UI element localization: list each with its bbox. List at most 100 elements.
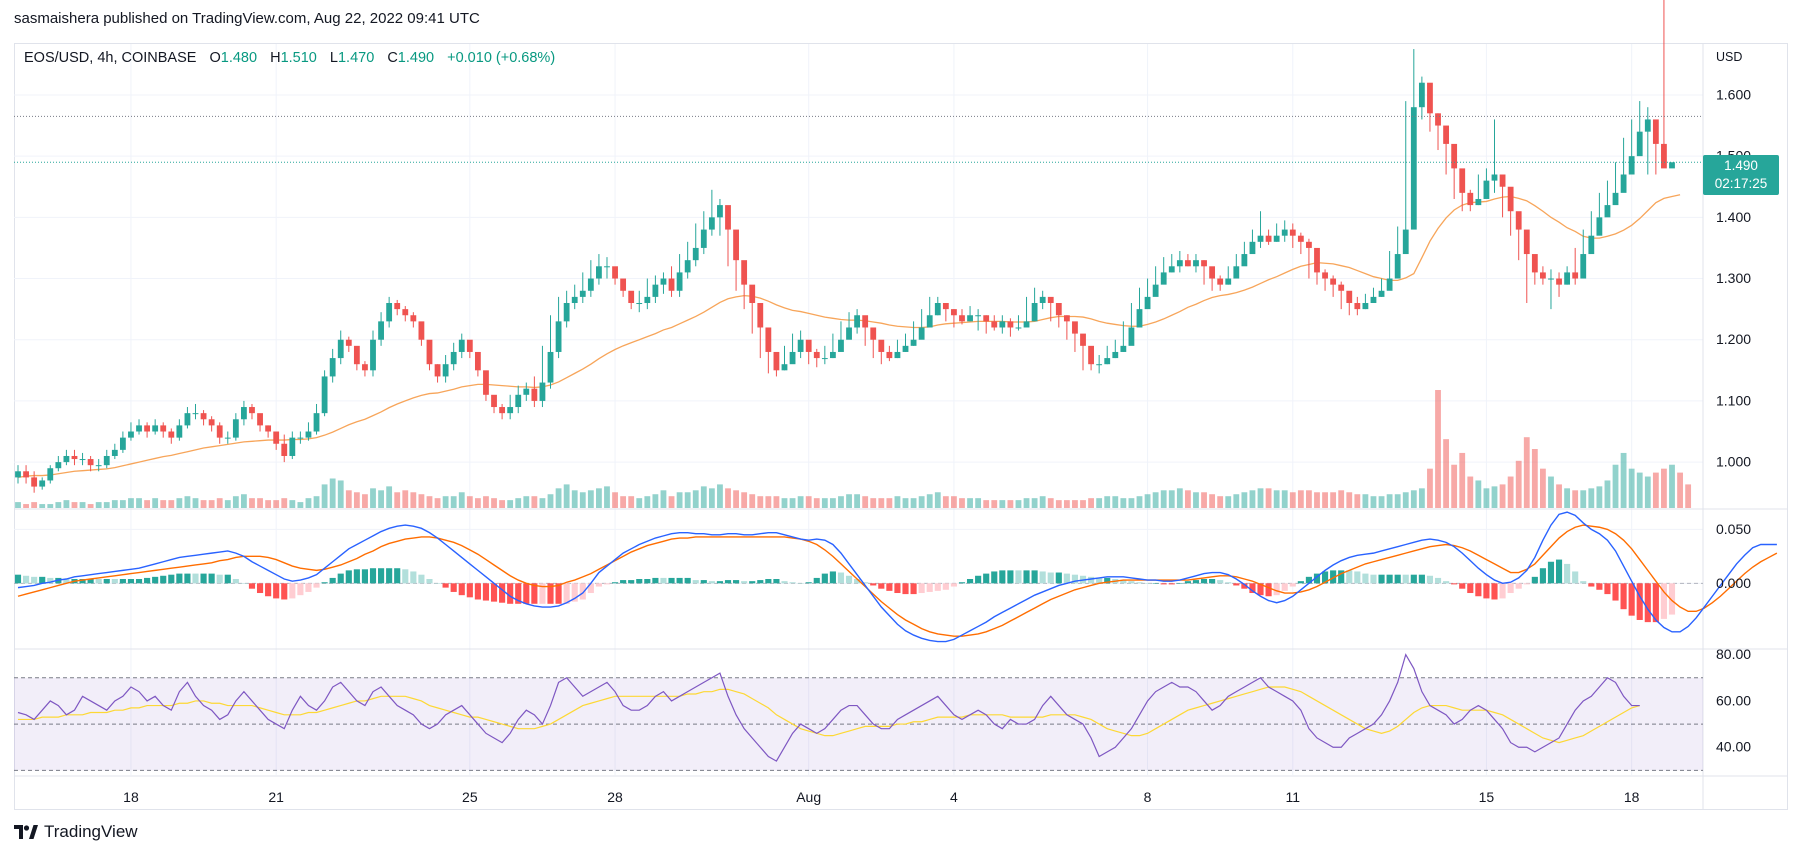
macd-histogram-bar bbox=[668, 577, 675, 584]
candle bbox=[192, 403, 199, 420]
volume-bar bbox=[1144, 494, 1151, 508]
volume-bar bbox=[265, 500, 272, 508]
candle bbox=[983, 315, 990, 334]
candle-body bbox=[466, 339, 473, 352]
candle-body bbox=[1427, 82, 1433, 114]
candle bbox=[765, 327, 772, 374]
candle-body bbox=[370, 339, 376, 371]
macd-histogram-bar bbox=[232, 579, 239, 584]
volume-bar bbox=[329, 478, 336, 508]
volume-bar bbox=[749, 494, 756, 508]
macd-histogram-bar bbox=[1451, 583, 1458, 585]
candle-body bbox=[1007, 321, 1014, 328]
volume-bar bbox=[1354, 494, 1361, 508]
macd-histogram-bar bbox=[1031, 570, 1038, 584]
candle bbox=[1072, 321, 1078, 352]
macd-histogram-bar bbox=[1394, 574, 1401, 584]
macd-axis-tick: 0.000 bbox=[1716, 575, 1751, 591]
volume-bar bbox=[483, 496, 489, 508]
volume-bar bbox=[426, 496, 433, 508]
candle-body bbox=[87, 459, 94, 466]
tradingview-brand[interactable]: TradingView bbox=[14, 822, 138, 842]
candle bbox=[15, 465, 21, 484]
volume-bar bbox=[1201, 492, 1207, 508]
volume-bar bbox=[1338, 490, 1345, 508]
volume-bar bbox=[587, 490, 594, 508]
macd-histogram-bar bbox=[1200, 579, 1208, 584]
volume-bar bbox=[136, 498, 142, 508]
candle bbox=[39, 477, 46, 490]
volume-bar bbox=[515, 498, 522, 508]
candle bbox=[821, 345, 828, 365]
candle-body bbox=[999, 321, 1006, 328]
candle-body bbox=[700, 229, 707, 248]
volume-bar bbox=[491, 498, 497, 508]
volume-bar bbox=[1451, 464, 1458, 508]
candle bbox=[1386, 250, 1393, 291]
candle bbox=[136, 419, 142, 435]
volume-bar bbox=[1273, 490, 1280, 508]
candle bbox=[168, 428, 175, 444]
macd-histogram-bar bbox=[870, 583, 877, 586]
volume-bar bbox=[926, 494, 933, 508]
volume-bar bbox=[1620, 452, 1627, 508]
macd-histogram-bar bbox=[1426, 575, 1434, 584]
macd-histogram-bar bbox=[676, 577, 683, 584]
candle bbox=[676, 254, 683, 297]
macd-histogram-bar bbox=[1289, 583, 1296, 587]
candle bbox=[1475, 174, 1482, 206]
macd-histogram-bar bbox=[1184, 581, 1191, 584]
macd-histogram-bar bbox=[386, 568, 393, 584]
candle bbox=[313, 403, 320, 435]
candle-body bbox=[1193, 260, 1199, 267]
macd-histogram-bar bbox=[1620, 583, 1627, 610]
candle bbox=[1540, 266, 1546, 285]
volume-bar bbox=[692, 490, 699, 508]
chart-frame bbox=[14, 43, 1788, 810]
candle-body bbox=[644, 296, 651, 304]
legend-close-label: C bbox=[387, 50, 398, 66]
volume-bar bbox=[733, 490, 739, 508]
candle-body bbox=[1443, 125, 1449, 144]
candle-body bbox=[1072, 321, 1078, 334]
candle bbox=[1612, 162, 1619, 206]
rsi-axis-tick: 80.00 bbox=[1716, 646, 1751, 662]
candle bbox=[1330, 275, 1337, 297]
candle-body bbox=[79, 459, 86, 461]
volume-bar bbox=[821, 498, 828, 508]
candle bbox=[1507, 186, 1514, 236]
candle-body bbox=[1628, 156, 1635, 175]
volume-bar bbox=[362, 494, 368, 508]
candle-body bbox=[587, 278, 594, 291]
last-price-value: 1.490 bbox=[1724, 158, 1758, 173]
volume-bar bbox=[1007, 500, 1014, 508]
macd-histogram-bar bbox=[1071, 574, 1079, 584]
volume-bar bbox=[1217, 496, 1224, 508]
macd-histogram-bar bbox=[854, 579, 861, 584]
candle bbox=[386, 296, 393, 328]
candle bbox=[1588, 211, 1595, 255]
candle-body bbox=[1184, 260, 1191, 267]
volume-bar bbox=[604, 486, 610, 508]
candle-body bbox=[1620, 174, 1627, 193]
macd-histogram-bar bbox=[636, 579, 643, 584]
volume-bar bbox=[862, 496, 869, 508]
candle bbox=[111, 443, 118, 460]
candle-body bbox=[1080, 333, 1086, 346]
volume-bar bbox=[176, 498, 183, 508]
legend-open-label: O bbox=[209, 50, 221, 66]
macd-histogram-bar bbox=[216, 574, 223, 584]
macd-histogram-bar bbox=[361, 569, 369, 584]
candle-body bbox=[652, 284, 659, 297]
candle bbox=[1209, 266, 1216, 291]
candle-body bbox=[305, 431, 312, 438]
macd-histogram-bar bbox=[410, 571, 417, 584]
candle-body bbox=[838, 339, 844, 352]
last-price-tag: 1.490 02:17:25 bbox=[1703, 155, 1779, 195]
volume-bar bbox=[1548, 476, 1554, 508]
candle-body bbox=[1338, 284, 1345, 291]
macd-histogram-bar bbox=[1588, 583, 1595, 587]
candle bbox=[265, 425, 272, 438]
volume-bar bbox=[684, 492, 691, 508]
